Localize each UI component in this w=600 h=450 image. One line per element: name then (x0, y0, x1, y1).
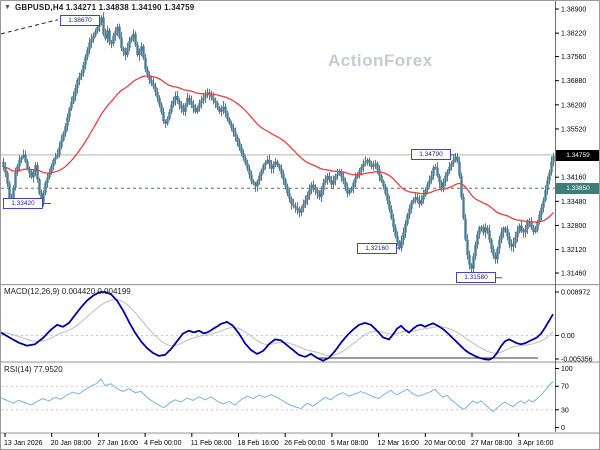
moving-average-line (3, 75, 554, 223)
bid-price-axis-box: 1.33850 (556, 182, 599, 194)
time-axis-label: 5 Mar 08:00 (331, 440, 368, 447)
y-axis-label: 1.32800 (561, 223, 586, 230)
symbol-dropdown-icon[interactable]: ▼ (4, 4, 11, 11)
y-axis-label: 0.00 (561, 333, 575, 340)
time-axis-label: 18 Feb 16:00 (238, 440, 279, 447)
rsi-indicator-label: RSI(14) 77.9520 (4, 365, 63, 374)
candlestick-wicks (3, 12, 554, 273)
y-axis-label: 1.31460 (561, 271, 586, 278)
time-axis-label: 13 Jan 2026 (4, 440, 43, 447)
y-axis-label: 1.38900 (561, 7, 586, 14)
y-axis-label: 1.37560 (561, 54, 586, 61)
y-axis-label: 1.36200 (561, 102, 586, 109)
y-axis-label: 1.38220 (561, 31, 586, 38)
time-axis-label: 20 Jan 08:00 (51, 440, 92, 447)
y-axis-label: 100 (561, 366, 573, 373)
current-price-axis-box: 1.34759 (556, 150, 599, 162)
time-axis-label: 26 Feb 00:00 (284, 440, 325, 447)
macd-indicator-label: MACD(12,26,9) 0.004420 0.004199 (4, 287, 131, 296)
time-axis-label: 27 Mar 08:00 (471, 440, 512, 447)
y-axis-label: 1.35520 (561, 126, 586, 133)
y-axis-label: 70 (561, 384, 569, 391)
price-marker: 1.31580 (456, 272, 496, 284)
time-axis-label: 27 Jan 16:00 (97, 440, 138, 447)
rsi-line (1, 378, 554, 413)
time-axis-label: 3 Apr 16:00 (518, 440, 554, 447)
time-axis-label: 4 Feb 00:00 (144, 440, 181, 447)
y-axis-label: -0.005356 (561, 357, 593, 364)
y-axis-label: 30 (561, 407, 569, 414)
macd-main-line (1, 290, 554, 362)
descending-trendline (1, 19, 59, 35)
y-axis-label: 0.008972 (561, 290, 590, 297)
price-marker: 1.32160 (357, 242, 397, 254)
y-axis-label: 1.36880 (561, 78, 586, 85)
price-marker: 1.34790 (411, 149, 451, 161)
price-marker: 1.33420 (3, 197, 43, 209)
y-axis-label: 1.32120 (561, 247, 586, 254)
time-axis-label: 11 Feb 08:00 (191, 440, 232, 447)
y-axis-label: 1.33480 (561, 199, 586, 206)
candlestick-bodies (2, 17, 555, 269)
price-marker: 1.38670 (60, 14, 100, 26)
time-axis-label: 20 Mar 00:00 (424, 440, 465, 447)
time-axis-label: 12 Mar 16:00 (378, 440, 419, 447)
y-axis-label: 0 (561, 425, 565, 432)
y-axis-label: 1.34160 (561, 175, 586, 182)
symbol-ohlc-header: GBPUSD,H4 1.34271 1.34838 1.34190 1.3475… (15, 3, 195, 12)
macd-signal-line (1, 299, 554, 357)
watermark: ActionForex (328, 51, 433, 70)
